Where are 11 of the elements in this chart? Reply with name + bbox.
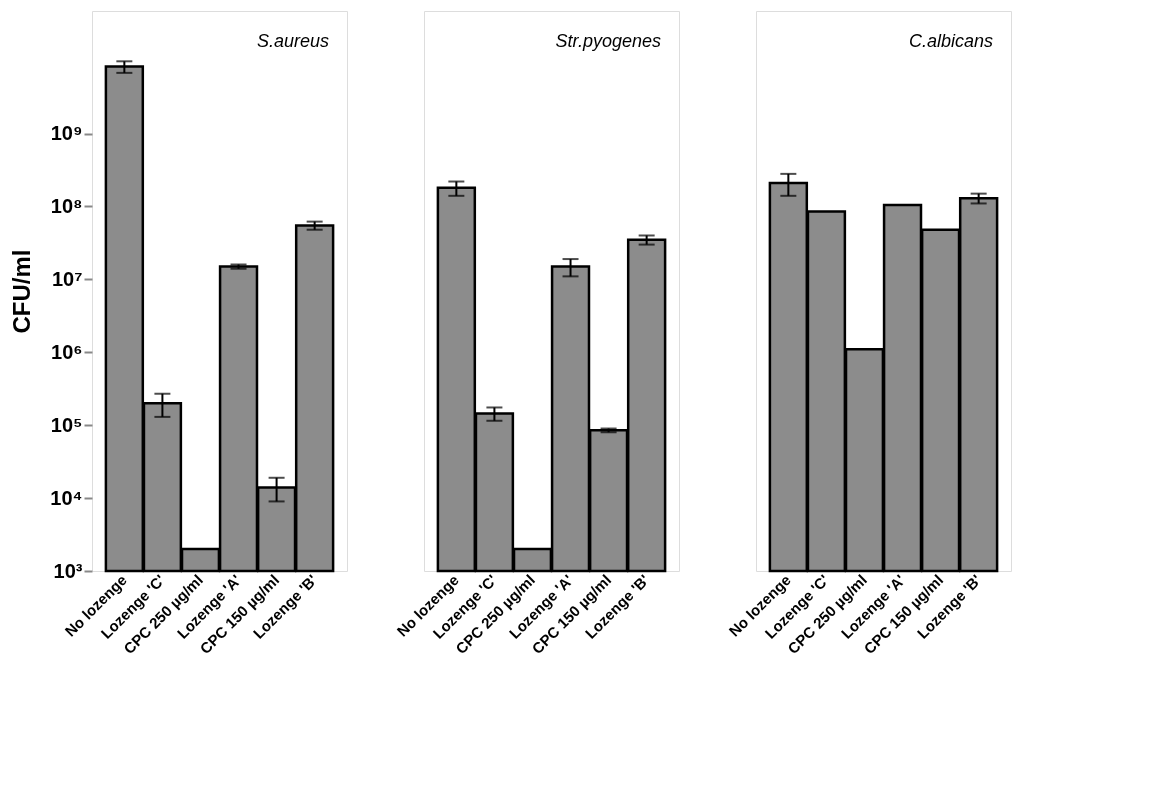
text: Str.pyogenes	[555, 31, 661, 51]
y-tick-label: 10⁷	[52, 267, 83, 290]
y-axis-title: CFU/ml	[8, 249, 36, 334]
y-tick-label: 10⁹	[50, 122, 83, 145]
y-tick-label: 10⁵	[50, 413, 83, 436]
y-tick-label: 10³	[53, 559, 83, 582]
y-tick-label: 10⁸	[50, 194, 83, 217]
text: S.aureus	[256, 31, 329, 51]
text: C.albicans	[908, 31, 993, 51]
y-tick-label: 10⁶	[51, 340, 83, 363]
y-tick-label: 10⁴	[50, 486, 83, 509]
